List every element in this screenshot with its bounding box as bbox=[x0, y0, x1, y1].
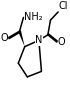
Text: O: O bbox=[0, 32, 8, 43]
Text: Cl: Cl bbox=[59, 1, 68, 11]
Text: O: O bbox=[58, 37, 65, 47]
Text: N: N bbox=[35, 35, 43, 45]
Text: NH₂: NH₂ bbox=[24, 12, 43, 22]
Polygon shape bbox=[18, 30, 25, 47]
